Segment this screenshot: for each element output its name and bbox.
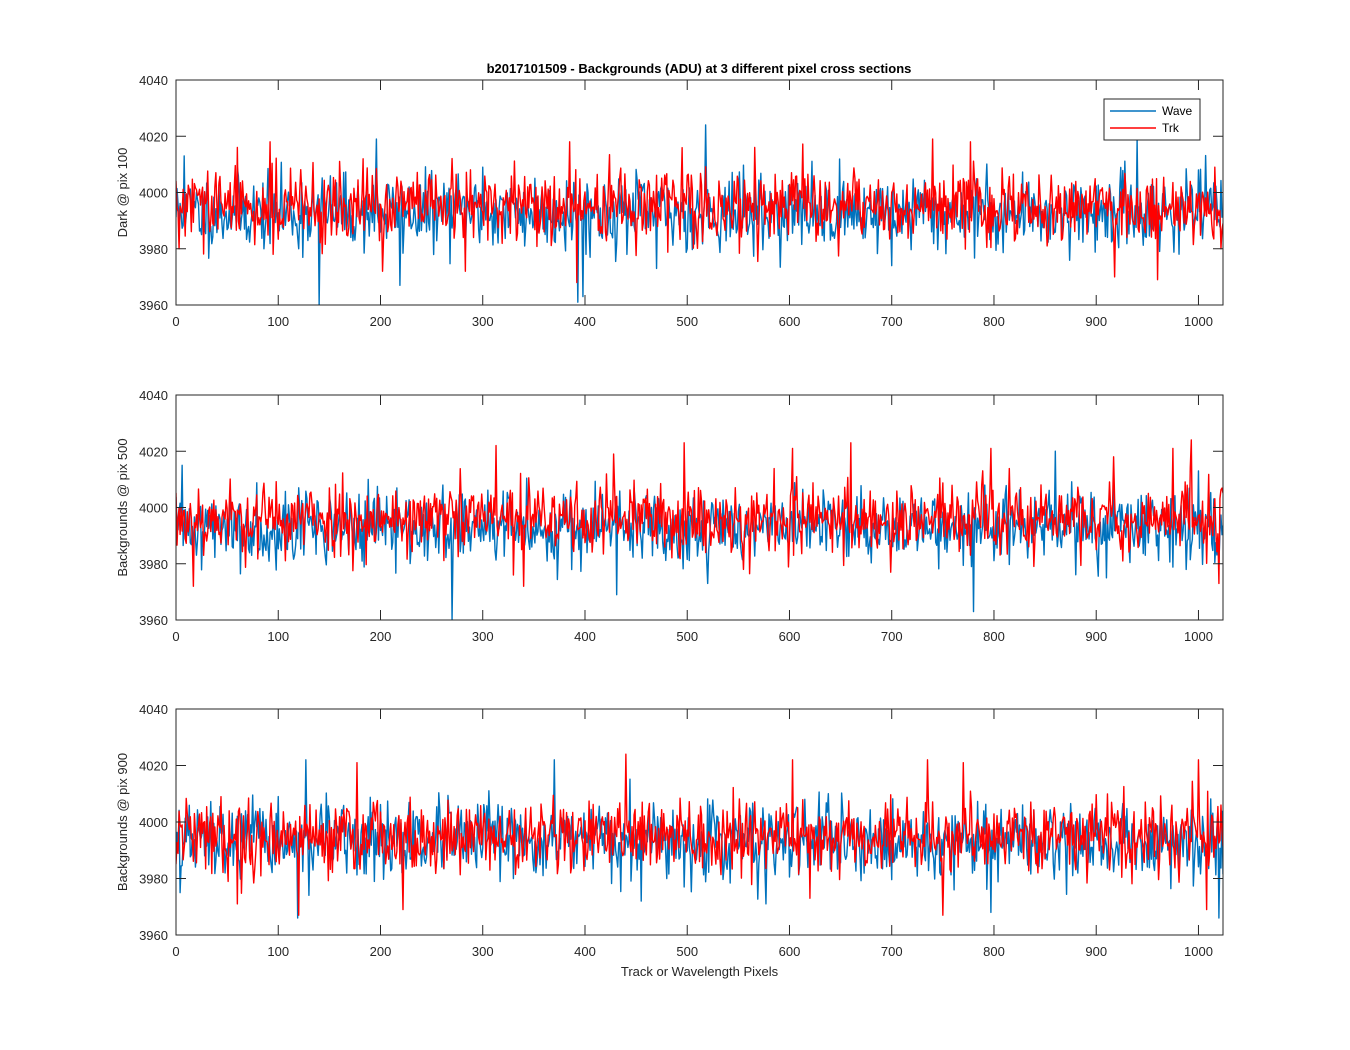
- x-tick-label: 500: [676, 944, 698, 959]
- subplot-2: 0 100 200 300 400 500 600 700 800 900 1000 3960 3980…: [115, 388, 1224, 644]
- y-tick-label: 3980: [139, 872, 168, 887]
- y-axis-label: Dark @ pix 100: [115, 148, 130, 238]
- series-line-trk: [176, 439, 1223, 587]
- x-tick-label: 500: [676, 629, 698, 644]
- x-tick-label: 300: [472, 944, 494, 959]
- x-tick-label: 700: [881, 944, 903, 959]
- x-tick-label: 200: [370, 944, 392, 959]
- x-tick-label: 0: [172, 629, 179, 644]
- x-tick-label: 600: [779, 314, 801, 329]
- figure-title: b2017101509 - Backgrounds (ADU) at 3 dif…: [487, 61, 912, 76]
- y-axis-label: Backgrounds @ pix 900: [115, 753, 130, 891]
- y-tick-label: 4040: [139, 388, 168, 403]
- x-tick-label: 600: [779, 629, 801, 644]
- y-tick-label: 4000: [139, 186, 168, 201]
- y-tick-label: 4020: [139, 759, 168, 774]
- subplot-1: 0 100 200 300 400 500 600 700 800 900 1000 3960 3980…: [115, 73, 1224, 329]
- y-tick-label: 4040: [139, 73, 168, 88]
- x-tick-label: 300: [472, 629, 494, 644]
- y-tick-label: 3960: [139, 298, 168, 313]
- subplot-3: 0 100 200 300 400 500 600 700 800 900 1000 3960 3980…: [115, 702, 1224, 979]
- y-tick-label: 3960: [139, 613, 168, 628]
- series-line-trk: [176, 138, 1223, 284]
- x-tick-label: 200: [370, 314, 392, 329]
- x-tick-label: 100: [267, 629, 289, 644]
- x-tick-label: 800: [983, 314, 1005, 329]
- x-tick-label: 600: [779, 944, 801, 959]
- x-tick-label: 1000: [1184, 944, 1213, 959]
- x-tick-label: 0: [172, 314, 179, 329]
- x-tick-label: 900: [1085, 944, 1107, 959]
- x-tick-label: 700: [881, 314, 903, 329]
- x-tick-label: 1000: [1184, 629, 1213, 644]
- x-tick-label: 300: [472, 314, 494, 329]
- x-tick-label: 800: [983, 629, 1005, 644]
- x-tick-label: 100: [267, 944, 289, 959]
- subplots: 0 100 200 300 400 500 600 700 800 900 100039603980…: [115, 73, 1224, 979]
- legend-label-trk: Trk: [1162, 121, 1180, 135]
- x-tick-label: 400: [574, 314, 596, 329]
- y-tick-label: 3980: [139, 242, 168, 257]
- y-tick-label: 4020: [139, 444, 168, 459]
- y-tick-label: 4000: [139, 815, 168, 830]
- x-tick-label: 400: [574, 944, 596, 959]
- x-axis-label: Track or Wavelength Pixels: [621, 964, 779, 979]
- x-tick-label: 900: [1085, 314, 1107, 329]
- x-tick-label: 1000: [1184, 314, 1213, 329]
- x-tick-label: 200: [370, 629, 392, 644]
- legend: Wave Trk: [1103, 98, 1201, 141]
- x-tick-label: 900: [1085, 629, 1107, 644]
- legend-label-wave: Wave: [1162, 104, 1193, 118]
- x-tick-label: 800: [983, 944, 1005, 959]
- y-tick-label: 3980: [139, 557, 168, 572]
- x-tick-label: 700: [881, 629, 903, 644]
- x-tick-label: 500: [676, 314, 698, 329]
- series-line-trk: [176, 753, 1223, 916]
- y-tick-label: 4020: [139, 129, 168, 144]
- y-tick-label: 3960: [139, 928, 168, 943]
- x-tick-label: 400: [574, 629, 596, 644]
- x-tick-label: 0: [172, 944, 179, 959]
- x-tick-label: 100: [267, 314, 289, 329]
- y-tick-label: 4000: [139, 501, 168, 516]
- y-axis-label: Backgrounds @ pix 500: [115, 438, 130, 576]
- legend-box: [1103, 98, 1201, 141]
- y-tick-label: 4040: [139, 702, 168, 717]
